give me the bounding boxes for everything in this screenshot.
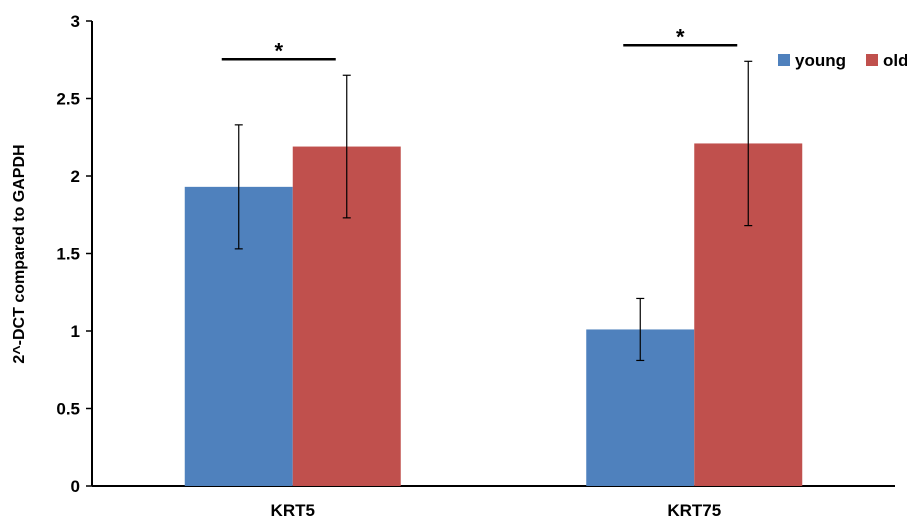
significance-marker: * — [676, 24, 685, 49]
y-tick-label: 0.5 — [56, 400, 80, 419]
x-tick-label: KRT5 — [271, 501, 315, 520]
y-tick-label: 2.5 — [56, 90, 80, 109]
legend: young old — [778, 51, 907, 70]
legend-label-old: old — [883, 51, 907, 70]
legend-swatch-old — [866, 54, 878, 66]
y-tick-label: 1 — [71, 322, 80, 341]
y-tick-label: 1.5 — [56, 245, 80, 264]
y-tick-label: 2 — [71, 167, 80, 186]
plot-area: 0 0.5 1 1.5 2 2.5 3 KRT5 * KRT75 * — [56, 12, 895, 520]
legend-swatch-young — [778, 54, 790, 66]
y-axis-title: 2^-DCT compared to GAPDH — [11, 144, 28, 363]
y-tick-label: 3 — [71, 12, 80, 31]
legend-label-young: young — [795, 51, 846, 70]
significance-marker: * — [274, 38, 283, 63]
y-tick-label: 0 — [71, 477, 80, 496]
x-tick-label: KRT75 — [667, 501, 721, 520]
